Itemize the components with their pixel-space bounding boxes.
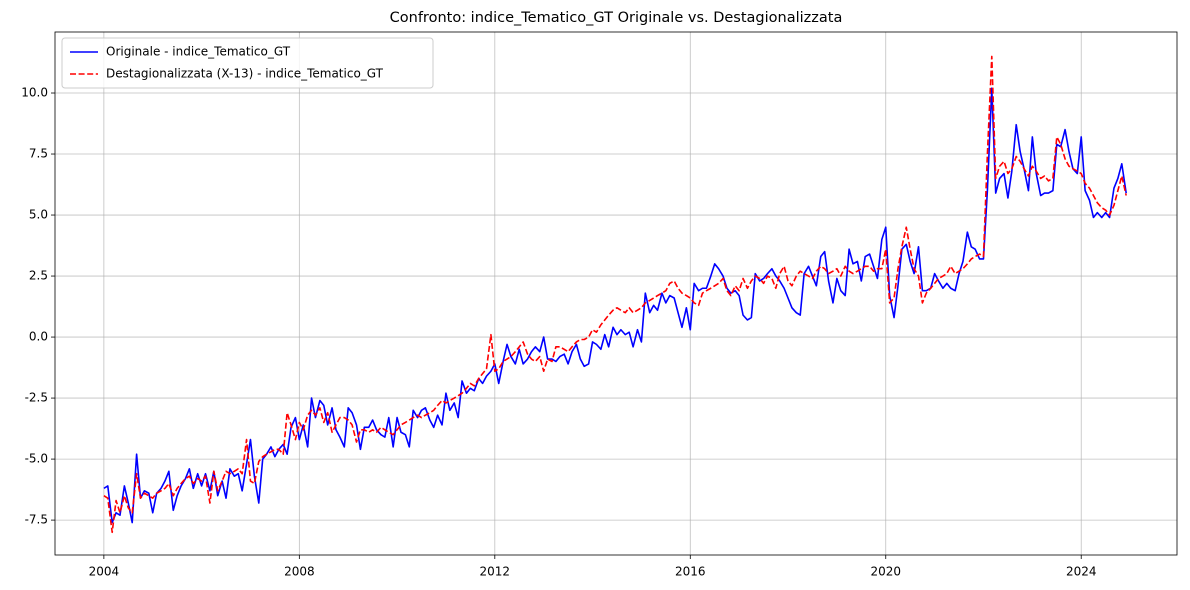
- legend-box: [61, 37, 434, 89]
- x-tick-label: 2012: [480, 565, 511, 579]
- plot-area: [103, 55, 1127, 534]
- x-tick-label: 2024: [1066, 565, 1097, 579]
- x-tick-label: 2016: [675, 565, 706, 579]
- series-line: [103, 55, 1127, 534]
- chart-title: Confronto: indice_Tematico_GT Originale …: [390, 10, 843, 26]
- y-tick-label: 7.5: [29, 147, 48, 161]
- legend-label: Destagionalizzata (X-13) - indice_Temati…: [106, 67, 384, 81]
- axes-frame: [54, 31, 1178, 556]
- x-tick-label: 2020: [870, 565, 901, 579]
- y-tick-label: -2.5: [25, 391, 48, 405]
- legend: Originale - indice_Tematico_GT Destagiona…: [61, 37, 434, 89]
- x-tick-label: 2008: [284, 565, 315, 579]
- y-tick-label: 10.0: [21, 86, 48, 100]
- x-tick-label: 2004: [89, 565, 120, 579]
- y-tick-label: 2.5: [29, 269, 48, 283]
- legend-label: Originale - indice_Tematico_GT: [106, 45, 291, 59]
- axes: 2004 2008 2012 2016 2020 2024 -7.5 -5.0 -2.5 0.0 2…: [21, 86, 1096, 579]
- y-tick-label: -5.0: [25, 452, 48, 466]
- y-tick-label: -7.5: [25, 513, 48, 527]
- y-tick-label: 0.0: [29, 330, 48, 344]
- series-line: [103, 87, 1127, 524]
- y-tick-label: 5.0: [29, 208, 48, 222]
